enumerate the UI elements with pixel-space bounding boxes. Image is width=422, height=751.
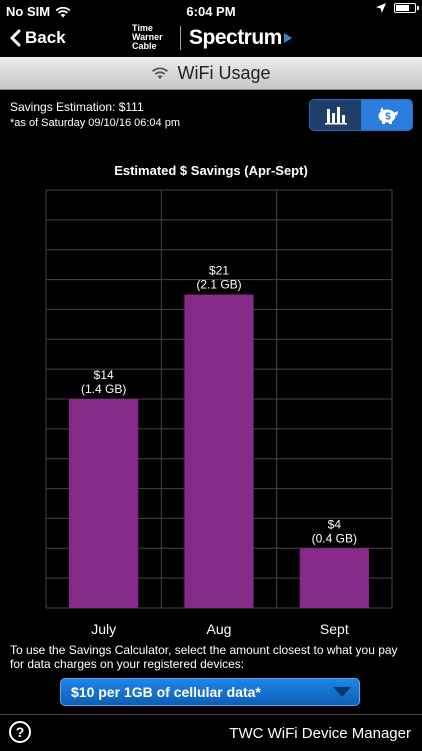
chevron-left-icon — [10, 29, 21, 47]
view-toggle[interactable]: $ — [309, 99, 413, 131]
back-button[interactable]: Back — [10, 28, 66, 48]
wifi-icon — [55, 6, 71, 17]
data-label: (0.4 GB) — [312, 531, 357, 545]
clock: 6:04 PM — [186, 4, 236, 19]
chart-title: Estimated $ Savings (Apr-Sept) — [114, 163, 308, 178]
page-title: WiFi Usage — [177, 62, 271, 83]
help-button[interactable]: ? — [9, 721, 31, 743]
data-label: $21 — [209, 264, 229, 278]
carrier-group: No SIM — [6, 4, 71, 19]
savings-toggle-button[interactable]: $ — [361, 100, 412, 130]
svg-text:$: $ — [385, 112, 391, 123]
bar-sept — [299, 548, 369, 608]
savings-info: Savings Estimation: $111 *as of Saturday… — [10, 99, 180, 131]
piggy-bank-icon: $ — [378, 107, 398, 124]
battery-icon — [394, 3, 419, 13]
spectrum-logo: Spectrum — [189, 26, 292, 50]
savings-timestamp: *as of Saturday 09/10/16 06:04 pm — [10, 117, 181, 129]
status-bar: No SIM 6:04 PM — [0, 0, 422, 22]
bar-july — [69, 399, 139, 608]
location-arrow-icon — [376, 3, 386, 13]
spectrum-triangle-icon — [283, 32, 292, 43]
brand-divider — [180, 25, 181, 50]
chevron-down-icon — [333, 687, 351, 697]
spectrum-logo-text: Spectrum — [189, 25, 282, 49]
help-label: ? — [15, 724, 25, 740]
back-label: Back — [25, 28, 66, 47]
savings-bar-chart: $14(1.4 GB) July $21(2.1 GB) Aug $4(0.4 GB) S… — [45, 189, 393, 637]
data-label: (2.1 GB) — [196, 278, 241, 292]
footer-bar: ? TWC WiFi Device Manager — [0, 714, 422, 751]
data-label: $14 — [94, 368, 114, 382]
brand-logo: Time Warner Cable Spectrum — [132, 24, 292, 51]
bar-aug — [184, 294, 254, 608]
data-label: (1.4 GB) — [81, 382, 126, 396]
status-right — [376, 3, 419, 13]
carrier-label: No SIM — [6, 4, 51, 19]
bar-chart-icon — [324, 107, 347, 125]
app-name: TWC WiFi Device Manager — [229, 725, 411, 742]
data-label: $4 — [328, 517, 342, 531]
category-label-sept: Sept — [320, 621, 349, 637]
category-label-july: July — [91, 621, 116, 637]
twc-logo-text: Time Warner Cable — [132, 23, 163, 51]
data-cost-selected-value: $10 per 1GB of cellular data* — [71, 684, 261, 700]
calculator-instructions: To use the Savings Calculator, select th… — [10, 643, 398, 671]
title-bar: WiFi Usage — [0, 57, 422, 90]
bar-chart-toggle-button[interactable] — [310, 100, 361, 130]
savings-estimation: Savings Estimation: $111 — [10, 100, 144, 114]
wifi-icon — [152, 67, 169, 79]
category-label-aug: Aug — [207, 621, 232, 637]
nav-bar: Back Time Warner Cable Spectrum — [0, 22, 422, 56]
data-cost-select[interactable]: $10 per 1GB of cellular data* — [60, 678, 360, 706]
